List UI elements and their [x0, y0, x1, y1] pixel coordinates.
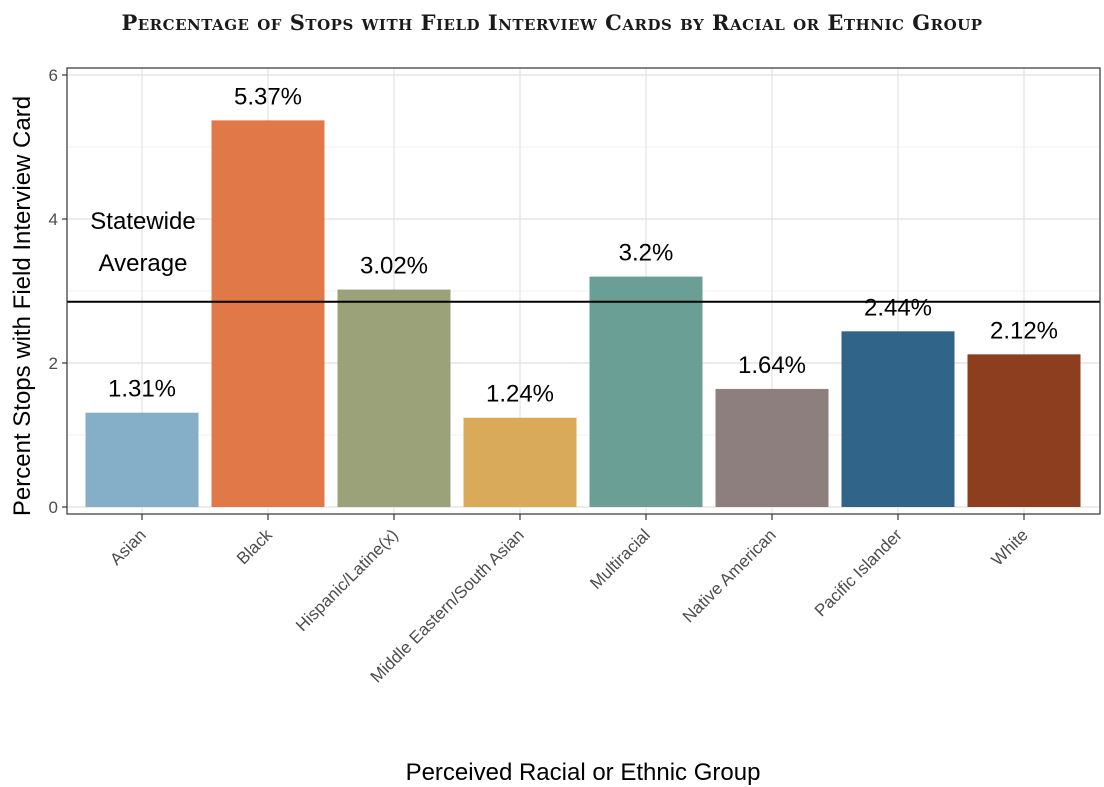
bar-0: [85, 412, 199, 507]
y-tick-label: 6: [49, 66, 58, 85]
data-label-5: 1.64%: [738, 352, 806, 379]
chart-title: Percentage of Stops with Field Interview…: [121, 10, 983, 35]
x-tick-label-0: Asian: [106, 525, 150, 569]
data-label-7: 2.12%: [990, 317, 1058, 344]
x-tick-label-2: Hispanic/Latine(x): [292, 525, 402, 635]
data-label-4: 3.2%: [619, 240, 674, 267]
bar-1: [211, 120, 325, 508]
x-tick-label-1: Black: [233, 525, 276, 568]
bar-layer: [85, 120, 1081, 508]
data-label-2: 3.02%: [360, 253, 428, 280]
statewide-average-label-line-1: Average: [99, 250, 188, 277]
x-tick-label-7: White: [988, 525, 1032, 569]
bar-3: [463, 417, 577, 507]
y-axis-title: Percent Stops with Field Interview Card: [9, 96, 36, 516]
data-label-0: 1.31%: [108, 376, 176, 403]
y-tick-label: 0: [49, 498, 58, 517]
data-label-3: 1.24%: [486, 381, 554, 408]
x-tick-label-5: Native American: [679, 525, 780, 626]
bar-5: [715, 388, 829, 507]
x-axis-title: Perceived Racial or Ethnic Group: [406, 759, 761, 786]
data-label-1: 5.37%: [234, 83, 302, 110]
plot-panel-border: [66, 67, 1101, 515]
x-tick-label-4: Multiracial: [586, 525, 654, 593]
bar-6: [841, 331, 955, 507]
statewide-average-label-line-0: Statewide: [90, 208, 195, 235]
y-tick-label: 2: [49, 354, 58, 373]
bar-2: [337, 289, 451, 507]
data-label-6: 2.44%: [864, 294, 932, 321]
y-tick-label: 4: [49, 210, 58, 229]
bar-7: [967, 354, 1081, 507]
x-tick-label-6: Pacific Islander: [811, 525, 906, 620]
bar-4: [589, 276, 703, 507]
label-layer: 1.31% 5.37% 3.02% 1.24% 3.2% 1.64% 2.44% 2.12% S…: [90, 83, 1058, 407]
